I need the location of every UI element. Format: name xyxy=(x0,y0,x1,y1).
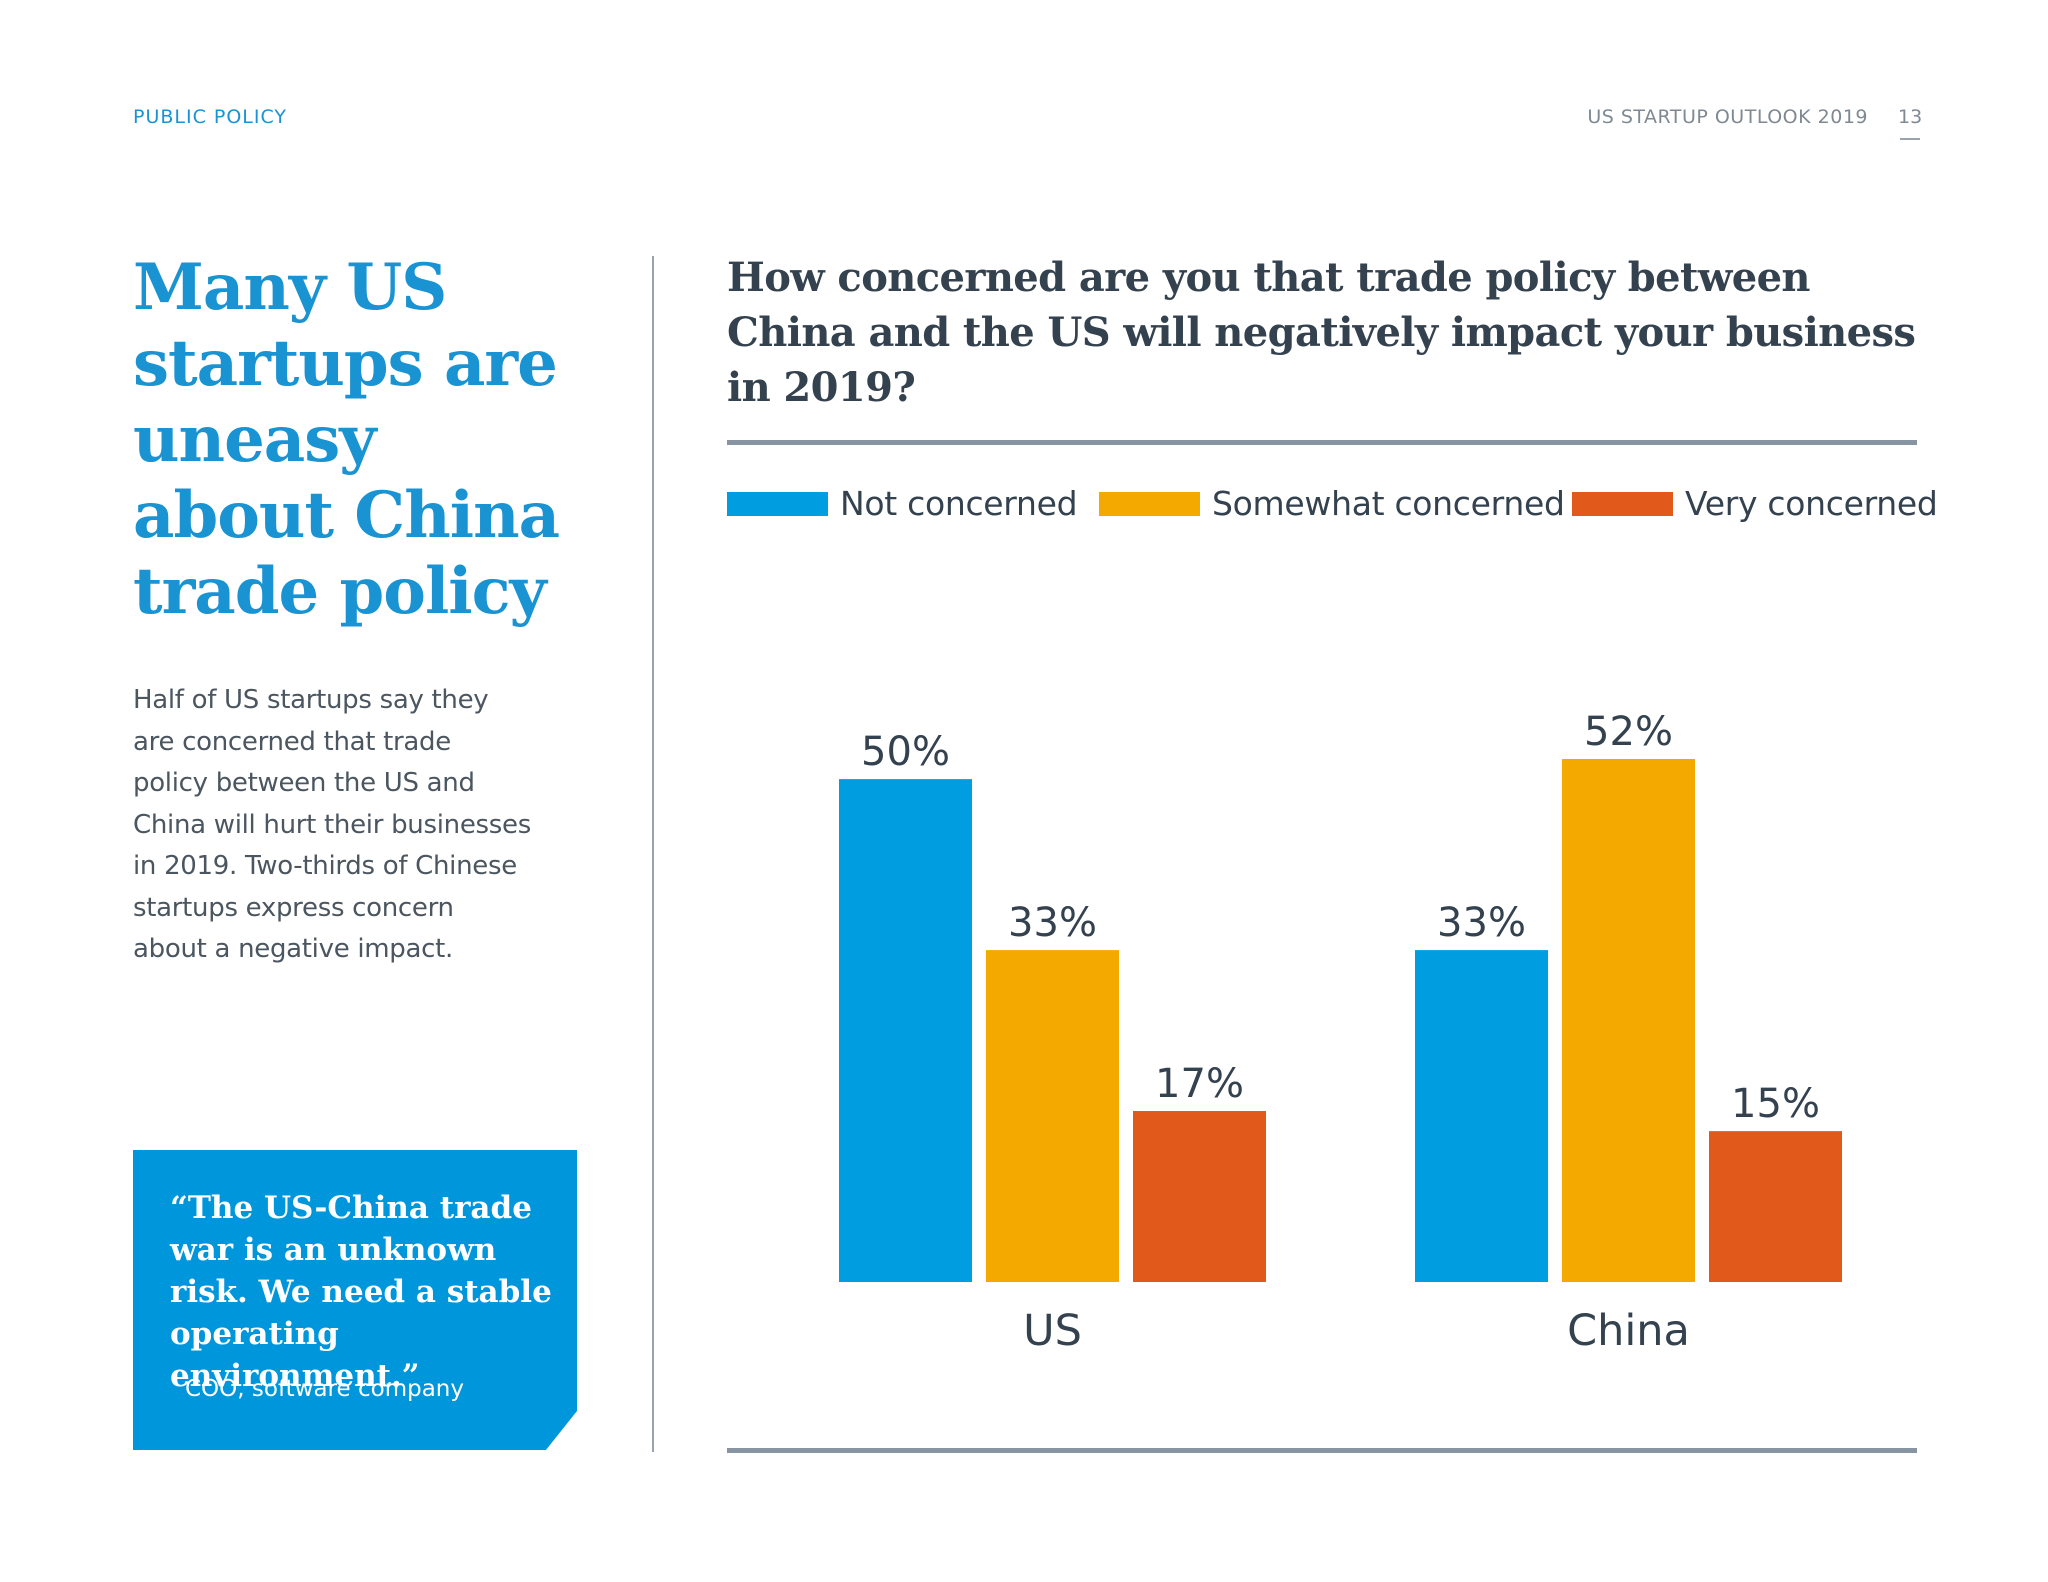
chart-title: How concerned are you that trade policy … xyxy=(727,254,1916,411)
page-number: 13 xyxy=(1898,106,1923,128)
legend-item-not-concerned: Not concerned xyxy=(727,484,1078,523)
data-label-us-very-concerned: 17% xyxy=(1155,1061,1244,1107)
page-number-underline xyxy=(1900,138,1920,140)
category-label-us: US xyxy=(1023,1306,1082,1356)
chart-top-rule xyxy=(727,440,1917,445)
quote-box xyxy=(133,1150,577,1450)
data-label-us-somewhat-concerned: 33% xyxy=(1008,900,1097,946)
bar-us-very-concerned xyxy=(1133,1111,1266,1282)
data-label-china-not-concerned: 33% xyxy=(1437,900,1526,946)
category-label-china: China xyxy=(1567,1306,1690,1356)
headline: Many US startups are uneasy about China … xyxy=(133,250,560,629)
chart-legend: Not concerned Somewhat concerned Very co… xyxy=(727,484,1938,528)
legend-item-very-concerned: Very concerned xyxy=(1572,484,1938,523)
legend-label-somewhat-concerned: Somewhat concerned xyxy=(1212,484,1565,523)
data-label-us-not-concerned: 50% xyxy=(861,729,950,775)
legend-item-somewhat-concerned: Somewhat concerned xyxy=(1099,484,1565,523)
legend-swatch-not-concerned xyxy=(727,491,828,516)
bar-china-not-concerned xyxy=(1415,950,1548,1282)
legend-label-very-concerned: Very concerned xyxy=(1685,484,1938,523)
bar-us-not-concerned xyxy=(839,779,972,1282)
quote-text: “The US-China trade war is an unknown ri… xyxy=(170,1190,552,1394)
section-label: PUBLIC POLICY xyxy=(133,106,288,128)
bar-chart: 50% 33% 17% US 33% 52% 15% China xyxy=(839,709,1842,1356)
data-label-china-somewhat-concerned: 52% xyxy=(1584,709,1673,755)
summary-paragraph: Half of US startups say they are concern… xyxy=(133,685,531,964)
bar-china-very-concerned xyxy=(1709,1131,1842,1282)
legend-swatch-very-concerned xyxy=(1572,491,1673,516)
column-divider xyxy=(652,256,654,1452)
legend-swatch-somewhat-concerned xyxy=(1099,491,1200,516)
chart-bottom-rule xyxy=(727,1448,1917,1453)
report-title: US STARTUP OUTLOOK 2019 xyxy=(1587,106,1868,128)
quote-attribution: COO, software company xyxy=(185,1376,464,1402)
data-label-china-very-concerned: 15% xyxy=(1731,1081,1820,1127)
legend-label-not-concerned: Not concerned xyxy=(840,484,1078,523)
bar-china-somewhat-concerned xyxy=(1562,759,1695,1282)
bar-us-somewhat-concerned xyxy=(986,950,1119,1282)
